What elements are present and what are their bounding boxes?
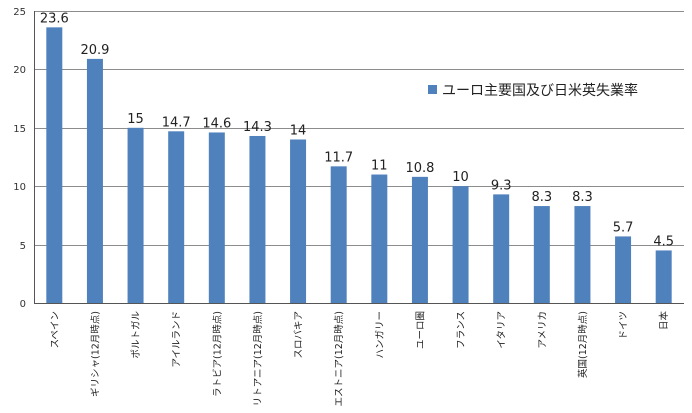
data-label: 20.9 (80, 43, 109, 58)
category-label: アメリカ (537, 311, 548, 349)
y-axis-ticks: 0 5 10 15 20 25 (13, 7, 26, 310)
bar (411, 176, 428, 303)
bar (655, 250, 672, 303)
bar (86, 58, 103, 303)
category-label: ラトビア(12月時点) (212, 311, 223, 397)
legend-label: ユーロ主要国及び日米英失業率 (442, 82, 638, 99)
x-axis-labels: スペイン ギリシャ(12月時点) ポルトガル アイルランド ラトビア(12月時点) リトア… (50, 311, 670, 407)
data-label: 15 (127, 112, 144, 127)
bar (574, 206, 591, 303)
data-label: 23.6 (40, 11, 69, 26)
y-tick-label: 20 (13, 65, 26, 76)
data-label: 9.3 (491, 178, 512, 193)
bar (493, 194, 510, 303)
bar (371, 174, 388, 303)
category-label: 英国(12月時点) (577, 311, 589, 378)
bar (533, 206, 550, 303)
category-label: エストニア(12月時点) (334, 311, 345, 407)
legend-swatch (428, 85, 437, 94)
bar (452, 186, 469, 303)
data-label: 10 (452, 170, 469, 185)
bar (208, 132, 225, 303)
bar (127, 127, 144, 303)
data-label: 14 (290, 123, 307, 138)
bar (290, 139, 307, 303)
category-label: スペイン (50, 311, 61, 348)
category-label: リトアニア(12月時点) (253, 311, 264, 406)
category-label: ギリシャ(12月時点) (90, 311, 101, 397)
category-label: 日本 (658, 311, 670, 331)
category-label: ハンガリー (375, 311, 386, 359)
category-label: ユーロ圏 (415, 311, 426, 349)
y-tick-label: 25 (13, 7, 26, 18)
data-label: 14.3 (243, 120, 272, 135)
y-tick-label: 0 (20, 299, 26, 310)
data-label: 8.3 (572, 190, 593, 205)
bar (168, 131, 185, 303)
data-label: 11 (371, 159, 388, 174)
category-label: イタリア (497, 311, 508, 349)
bar (46, 27, 63, 304)
y-tick-label: 5 (20, 241, 26, 252)
category-label: スロバキア (294, 311, 305, 359)
bars (46, 27, 672, 304)
y-tick-label: 10 (13, 182, 26, 193)
data-label: 10.8 (405, 161, 434, 176)
bar (249, 135, 266, 303)
bar (330, 166, 347, 303)
data-label: 8.3 (531, 190, 552, 205)
data-label: 4.5 (653, 234, 674, 249)
data-label: 14.6 (202, 116, 231, 131)
data-labels: 23.6 20.9 15 14.7 14.6 14.3 14 11.7 11 10.8 10 9.3 8… (40, 11, 674, 249)
category-label: フランス (456, 311, 467, 349)
data-label: 14.7 (162, 115, 191, 130)
category-label: ポルトガル (131, 311, 142, 359)
bar (615, 236, 632, 303)
category-label: ドイツ (619, 311, 630, 340)
y-tick-label: 15 (13, 124, 26, 135)
data-label: 11.7 (324, 150, 353, 165)
legend: ユーロ主要国及び日米英失業率 (428, 82, 638, 99)
data-label: 5.7 (613, 220, 634, 235)
category-label: アイルランド (172, 311, 183, 368)
